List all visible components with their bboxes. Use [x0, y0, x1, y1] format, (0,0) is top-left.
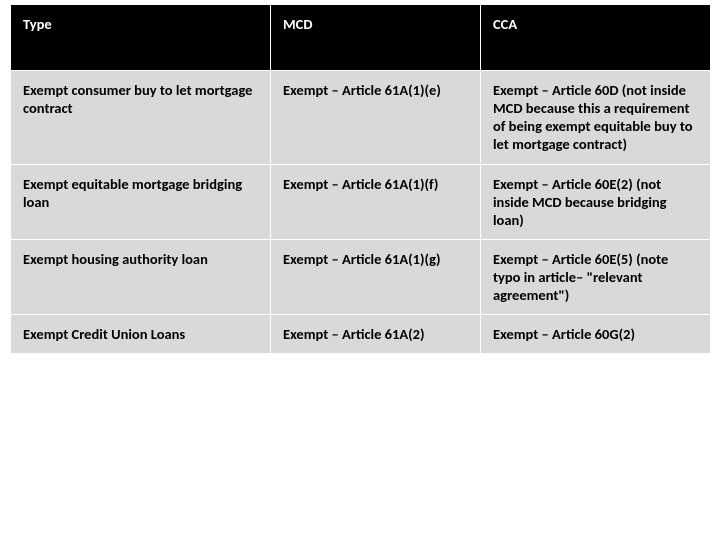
cell-cca: Exempt – Article 60G(2): [481, 315, 711, 354]
col-header-mcd: MCD: [271, 5, 481, 71]
cell-type: Exempt Credit Union Loans: [11, 315, 271, 354]
cell-mcd: Exempt – Article 61A(1)(f): [271, 164, 481, 239]
exemption-table: Type MCD CCA Exempt consumer buy to let …: [10, 4, 711, 354]
cell-type: Exempt equitable mortgage bridging loan: [11, 164, 271, 239]
table-row: Exempt Credit Union Loans Exempt – Artic…: [11, 315, 711, 354]
table-header-row: Type MCD CCA: [11, 5, 711, 71]
slide-stage: Type MCD CCA Exempt consumer buy to let …: [0, 4, 720, 544]
cell-mcd: Exempt – Article 61A(1)(e): [271, 71, 481, 165]
cell-cca: Exempt – Article 60E(5) (note typo in ar…: [481, 239, 711, 314]
col-header-type: Type: [11, 5, 271, 71]
cell-mcd: Exempt – Article 61A(1)(g): [271, 239, 481, 314]
table-row: Exempt housing authority loan Exempt – A…: [11, 239, 711, 314]
cell-cca: Exempt – Article 60D (not inside MCD bec…: [481, 71, 711, 165]
col-header-cca: CCA: [481, 5, 711, 71]
cell-cca: Exempt – Article 60E(2) (not inside MCD …: [481, 164, 711, 239]
cell-mcd: Exempt – Article 61A(2): [271, 315, 481, 354]
cell-type: Exempt housing authority loan: [11, 239, 271, 314]
table-row: Exempt equitable mortgage bridging loan …: [11, 164, 711, 239]
table-row: Exempt consumer buy to let mortgage cont…: [11, 71, 711, 165]
cell-type: Exempt consumer buy to let mortgage cont…: [11, 71, 271, 165]
